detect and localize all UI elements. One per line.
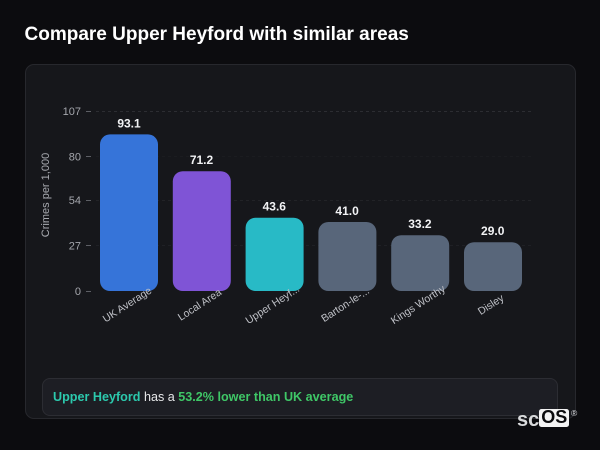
svg-text:93.1: 93.1 xyxy=(117,116,141,130)
svg-text:43.6: 43.6 xyxy=(263,200,287,214)
svg-text:33.2: 33.2 xyxy=(408,217,432,231)
svg-text:41.0: 41.0 xyxy=(335,204,359,218)
svg-text:Disley: Disley xyxy=(476,292,507,318)
svg-text:27: 27 xyxy=(69,241,81,253)
svg-text:0: 0 xyxy=(75,286,81,298)
svg-text:29.0: 29.0 xyxy=(481,224,505,238)
svg-text:Local Area: Local Area xyxy=(176,286,224,323)
svg-text:107: 107 xyxy=(63,106,81,118)
svg-text:80: 80 xyxy=(69,152,81,164)
svg-text:71.2: 71.2 xyxy=(190,153,214,167)
svg-text:Barton-le-...: Barton-le-... xyxy=(319,285,372,325)
svg-text:54: 54 xyxy=(69,195,81,207)
svg-text:Crimes per 1,000: Crimes per 1,000 xyxy=(40,153,52,237)
